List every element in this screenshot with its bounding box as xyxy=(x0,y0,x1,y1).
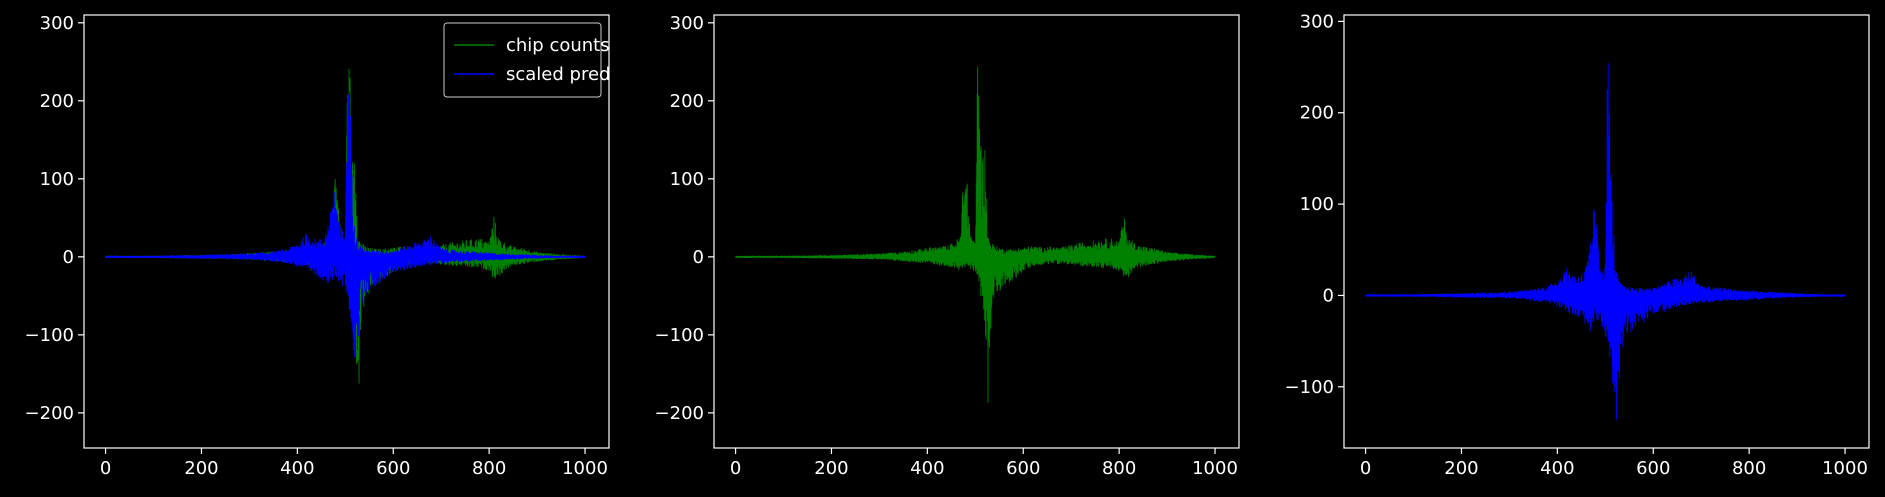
legend-box xyxy=(443,22,602,98)
x-tick-label: 0 xyxy=(100,458,111,479)
x-tick-label: 800 xyxy=(1732,458,1766,479)
y-tick-label: −100 xyxy=(655,325,704,346)
x-tick-label: 600 xyxy=(1006,458,1040,479)
x-tick-label: 200 xyxy=(184,458,218,479)
chart-panel-1: 0 200 400 600 800 1000 −200 −100 0 100 200 300 chip … xyxy=(25,13,611,479)
y-tick-label: 200 xyxy=(1300,103,1334,124)
legend: chip counts scaled pred xyxy=(443,22,610,98)
x-tick-label: 800 xyxy=(1102,458,1136,479)
y-tick-label: −200 xyxy=(655,403,704,424)
y-tick-label: 300 xyxy=(40,13,74,34)
axes-frame xyxy=(1343,14,1870,449)
y-tick-label: 200 xyxy=(670,91,704,112)
chart-panel-2: 0 200 400 600 800 1000 −200 −100 0 100 200 300 xyxy=(655,13,1240,479)
series-line-trace-1 xyxy=(1365,62,1846,420)
x-tick-label: 1000 xyxy=(1822,458,1868,479)
series-line-scaled-pred xyxy=(105,91,586,358)
y-tick-label: −100 xyxy=(1285,377,1334,398)
x-tick-label: 600 xyxy=(1636,458,1670,479)
y-tick-label: 0 xyxy=(1323,285,1334,306)
axes-frame xyxy=(713,14,1240,449)
axes-frame xyxy=(83,14,610,449)
x-tick-label: 600 xyxy=(376,458,410,479)
x-tick-label: 800 xyxy=(472,458,506,479)
x-tick-label: 0 xyxy=(730,458,741,479)
y-tick-label: 100 xyxy=(40,169,74,190)
y-tick-label: −200 xyxy=(25,403,74,424)
x-tick-label: 400 xyxy=(1540,458,1574,479)
y-tick-label: 100 xyxy=(670,169,704,190)
x-tick-label: 400 xyxy=(910,458,944,479)
y-tick-label: 300 xyxy=(670,13,704,34)
x-tick-label: 200 xyxy=(814,458,848,479)
y-tick-label: 300 xyxy=(1300,11,1334,32)
chart-panel-3: 0 200 400 600 800 1000 −100 0 100 200 300 xyxy=(1285,11,1870,479)
y-tick-label: 0 xyxy=(693,247,704,268)
x-tick-label: 400 xyxy=(280,458,314,479)
y-tick-label: −100 xyxy=(25,325,74,346)
y-tick-label: 100 xyxy=(1300,194,1334,215)
x-tick-label: 0 xyxy=(1360,458,1371,479)
x-tick-label: 1000 xyxy=(1192,458,1238,479)
legend-label: chip counts xyxy=(506,35,610,56)
legend-label: scaled pred xyxy=(506,64,610,85)
x-tick-label: 1000 xyxy=(562,458,608,479)
series-line-trace-1 xyxy=(735,66,1216,403)
y-tick-label: 0 xyxy=(63,247,74,268)
y-tick-label: 200 xyxy=(40,91,74,112)
x-tick-label: 200 xyxy=(1444,458,1478,479)
